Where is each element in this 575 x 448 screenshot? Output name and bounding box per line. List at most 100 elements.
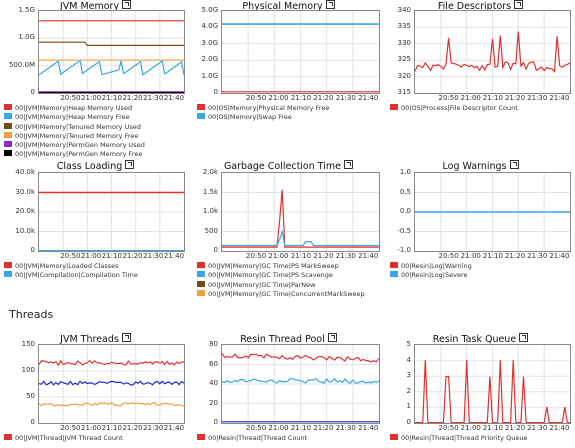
chart-legend: 00|JVM|Memory|Heap Memory Used 00|JVM|Mem… bbox=[4, 104, 145, 160]
legend-label: 00|OS|Memory|Swap Free bbox=[208, 113, 292, 122]
x-tick-label: 21:30 bbox=[143, 424, 164, 432]
legend-item[interactable]: 00|OS|Memory|Physical Memory Free bbox=[197, 104, 329, 113]
x-tick-label: 20:50 bbox=[438, 252, 459, 260]
legend-item[interactable]: 00|OS|Memory|Swap Free bbox=[197, 113, 329, 122]
legend-swatch bbox=[4, 131, 12, 138]
legend-swatch bbox=[197, 113, 205, 120]
legend-label: 00|Resin|Log|Warning bbox=[401, 262, 472, 270]
x-tick-label: 21:30 bbox=[527, 424, 548, 432]
x-tick-label: 21:00 bbox=[268, 94, 289, 102]
legend-item[interactable]: 00|Resin|Thread|Thread Count bbox=[197, 434, 307, 443]
x-tick-label: 21:30 bbox=[335, 252, 356, 260]
y-tick-label: 40.0k bbox=[15, 168, 35, 176]
x-tick-label: 21:20 bbox=[313, 252, 334, 260]
plot-area bbox=[38, 10, 185, 94]
y-tick-label: 100 bbox=[21, 366, 35, 374]
y-tick-label: 1.0 bbox=[399, 168, 411, 176]
chart-title-text: JVM Threads bbox=[60, 334, 119, 345]
legend-swatch bbox=[4, 122, 12, 129]
x-tick-label: 21:00 bbox=[460, 94, 481, 102]
legend-item[interactable]: 00|Resin|Log|Severe bbox=[390, 271, 472, 280]
legend-item[interactable]: 00|JVM|Memory|Heap Memory Free bbox=[4, 113, 145, 122]
x-tick-label: 21:00 bbox=[460, 424, 481, 432]
x-tick-label: 21:00 bbox=[460, 252, 481, 260]
series-file-descriptors bbox=[415, 31, 570, 73]
legend-item[interactable]: 00|Resin|Thread|Thread Priority Queue bbox=[390, 434, 527, 443]
legend-label: 00|Resin|Thread|Thread Count bbox=[208, 434, 308, 442]
legend-item[interactable]: 00|JVM|Memory|GC Time|ConcurrentMarkSwee… bbox=[197, 289, 365, 299]
legend-swatch bbox=[4, 113, 12, 120]
popout-icon[interactable] bbox=[344, 160, 354, 169]
y-tick-label: -0.5 bbox=[397, 226, 411, 235]
chart-panel: Physical Memory 5.0G 4.0G 3.0G 2.0G 1.0G 0 20:5… bbox=[193, 0, 384, 158]
x-tick-label: 21:00 bbox=[81, 424, 102, 432]
legend-item[interactable]: 00|JVM|Memory|PermGen Memory Used bbox=[4, 141, 145, 150]
chart-panel: JVM Threads 150 100 50 0 20:50 21:00 21:10 21:20… bbox=[0, 333, 191, 448]
legend-swatch bbox=[197, 289, 205, 296]
legend-item[interactable]: 00|JVM|Memory|PermGen Memory Free bbox=[4, 150, 145, 159]
legend-item[interactable]: 00|JVM|Memory|Tenured Memory Used bbox=[4, 122, 145, 132]
popout-icon[interactable] bbox=[325, 0, 335, 9]
legend-label: 00|JVM|Memory|GC Time|PS Scavenge bbox=[208, 271, 333, 280]
y-tick-label: 0.0 bbox=[399, 207, 411, 215]
legend-item[interactable]: 00|JVM|Memory|GC Time|PS MarkSweep bbox=[197, 262, 365, 271]
chart-title: Log Warnings bbox=[386, 160, 575, 172]
y-tick-label: 340 bbox=[397, 6, 411, 14]
x-tick-label: 21:40 bbox=[358, 252, 379, 260]
x-tick-label: 21:30 bbox=[335, 424, 356, 432]
popout-icon[interactable] bbox=[327, 333, 337, 342]
x-tick-label: 21:40 bbox=[358, 94, 379, 102]
legend-item[interactable]: 00|Resin|Log|Warning bbox=[390, 262, 472, 271]
y-tick-label: 4.0G bbox=[201, 22, 218, 31]
popout-icon[interactable] bbox=[509, 160, 519, 169]
legend-label: 00|JVM|Memory|PermGen Memory Free bbox=[15, 150, 143, 159]
popout-icon[interactable] bbox=[519, 333, 529, 342]
legend-item[interactable]: 00|JVM|Memory|Tenured Memory Free bbox=[4, 131, 145, 141]
chart-legend: 00|OS|Memory|Physical Memory Free 00|OS|M… bbox=[197, 104, 329, 123]
y-tick-label: 0 bbox=[406, 418, 411, 426]
x-tick-label: 21:30 bbox=[527, 94, 548, 102]
legend-swatch bbox=[197, 280, 205, 287]
chart-legend: 00|Resin|Log|Warning 00|Resin|Log|Severe bbox=[390, 262, 472, 281]
x-tick-label: 21:40 bbox=[163, 252, 185, 260]
chart-legend: 00|JVM|Memory|GC Time|PS MarkSweep 00|JVM… bbox=[197, 262, 365, 299]
legend-label: 00|JVM|Compilation|Compilation Time bbox=[15, 271, 138, 280]
popout-icon[interactable] bbox=[125, 160, 135, 169]
legend-item[interactable]: 00|JVM|Compilation|Compilation Time bbox=[4, 271, 138, 280]
popout-icon[interactable] bbox=[514, 0, 524, 9]
x-tick-label: 21:20 bbox=[122, 252, 143, 260]
legend-item[interactable]: 00|JVM|Thread|JVM Thread Count bbox=[4, 434, 123, 443]
plot-svg bbox=[222, 11, 379, 93]
x-tick-label: 21:40 bbox=[549, 252, 570, 260]
y-tick-label: 150 bbox=[21, 340, 35, 348]
x-tick-label: 20:50 bbox=[245, 94, 267, 102]
plot-area bbox=[38, 172, 185, 252]
plot-svg bbox=[39, 11, 184, 93]
legend-item[interactable]: 00|JVM|Memory|GC Time|ParNew bbox=[197, 280, 365, 290]
plot-svg bbox=[222, 345, 379, 423]
legend-item[interactable]: 00|JVM|Memory|Heap Memory Used bbox=[4, 104, 145, 113]
y-tick-label: 1.0G bbox=[18, 33, 35, 42]
y-tick-label: 80 bbox=[209, 340, 218, 348]
series-resin-thread-count bbox=[222, 353, 379, 363]
y-tick-label: 50 bbox=[26, 392, 35, 400]
x-tick-label: 21:10 bbox=[482, 252, 504, 260]
y-tick-label: 5.0G bbox=[201, 6, 218, 14]
plot-area bbox=[414, 172, 571, 252]
chart-title-text: Resin Task Queue bbox=[432, 334, 517, 345]
x-tick-label: 21:30 bbox=[527, 252, 548, 260]
popout-icon[interactable] bbox=[121, 333, 131, 342]
x-tick-label: 21:20 bbox=[504, 94, 526, 102]
chart-panel: File Descriptors 340 335 330 325 320 315 20:50 2… bbox=[386, 0, 575, 158]
y-tick-label: 5 bbox=[406, 340, 411, 348]
x-tick-label: 21:30 bbox=[143, 252, 164, 260]
legend-item[interactable]: 00|JVM|Memory|Loaded Classes bbox=[4, 262, 138, 271]
legend-item[interactable]: 00|OS|Process|File Descriptor Count bbox=[390, 104, 518, 113]
chart-legend: 00|Resin|Thread|Thread Count bbox=[197, 434, 307, 443]
popout-icon[interactable] bbox=[122, 0, 132, 9]
legend-label: 00|JVM|Memory|PermGen Memory Used bbox=[15, 141, 145, 150]
y-tick-label: 325 bbox=[397, 55, 411, 64]
chart-title: Resin Thread Pool bbox=[193, 333, 384, 345]
legend-item[interactable]: 00|JVM|Memory|GC Time|PS Scavenge bbox=[197, 271, 365, 280]
legend-label: 00|Resin|Thread|Thread Priority Queue bbox=[401, 434, 528, 442]
